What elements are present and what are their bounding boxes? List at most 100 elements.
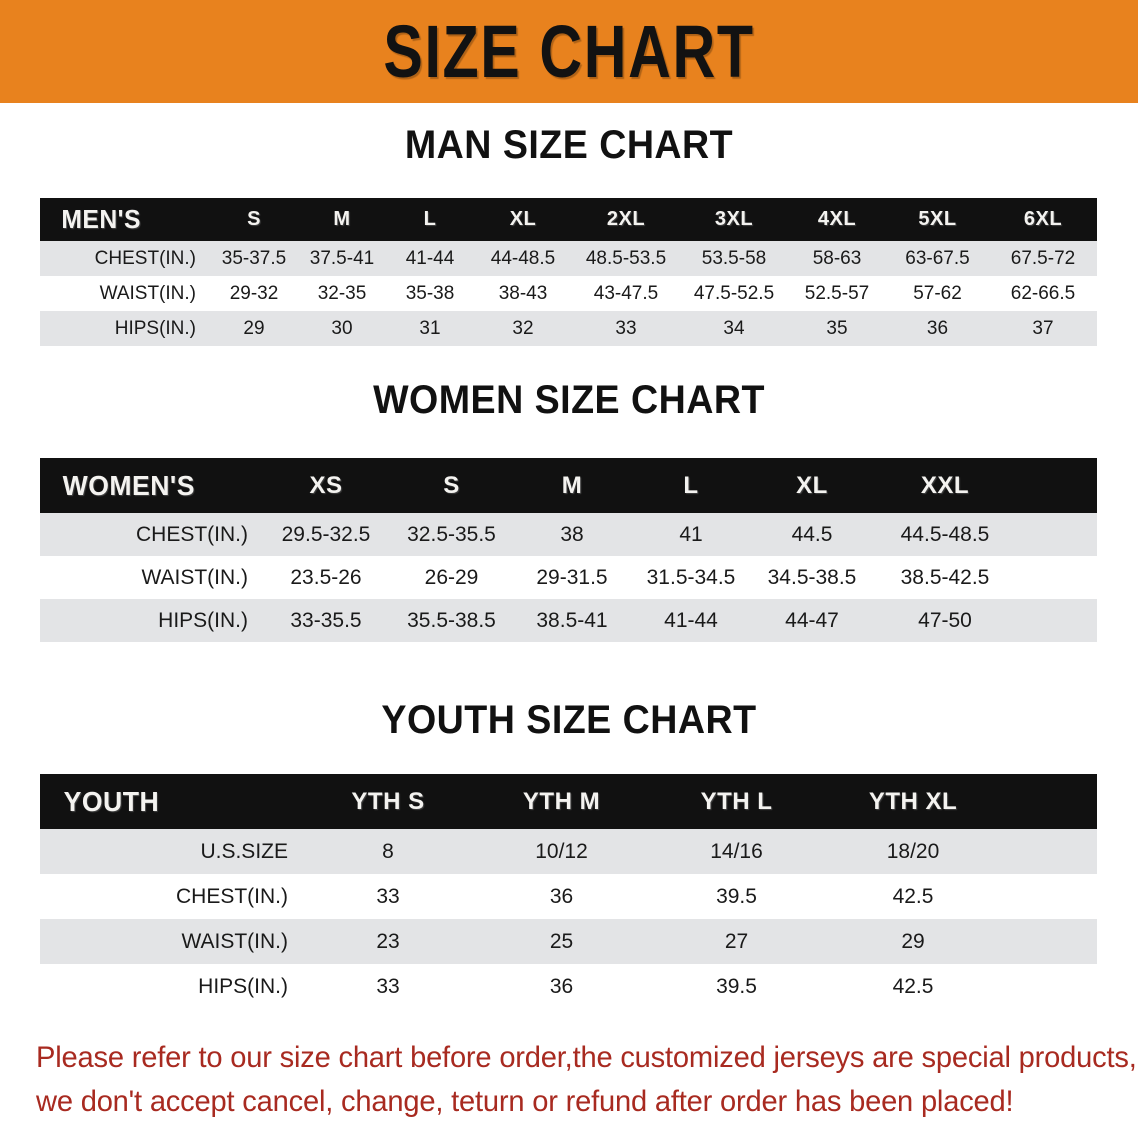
youth-ussize-label: U.S.SIZE <box>200 839 288 863</box>
youth-corner-label: YOUTH <box>63 785 160 817</box>
women-waist-spacer <box>1017 556 1097 599</box>
men-hips-2xl: 33 <box>615 317 637 339</box>
men-hips-6xl: 37 <box>1032 317 1054 339</box>
women-waist-m: 29-31.5 <box>536 565 608 589</box>
youth-waist-label: WAIST(IN.) <box>181 929 288 953</box>
page-banner: SIZE CHART <box>0 0 1138 103</box>
women-chest-l: 41 <box>679 522 703 546</box>
men-chest-label: CHEST(IN.) <box>94 247 196 269</box>
men-waist-l: 35-38 <box>405 282 455 304</box>
men-waist-6xl: 62-66.5 <box>1010 282 1076 304</box>
men-corner-label: MEN'S <box>61 204 141 234</box>
men-waist-s: 29-32 <box>229 282 279 304</box>
men-chest-5xl: 63-67.5 <box>905 247 970 269</box>
table-row: HIPS(IN.) 29 30 31 32 33 34 35 36 37 <box>40 311 1097 346</box>
men-size-col-3xl: 3XL <box>714 208 754 230</box>
women-size-col-l: L <box>683 471 699 499</box>
men-chest-l: 41-44 <box>405 247 455 269</box>
women-hips-xl: 44-47 <box>785 608 839 632</box>
men-waist-2xl: 43-47.5 <box>593 282 659 304</box>
men-size-table: MEN'S S M L XL 2XL 3XL 4XL 5XL 6XL CHEST… <box>40 198 1097 346</box>
man-section-title: MAN SIZE CHART <box>404 123 734 167</box>
women-chest-s: 32.5-35.5 <box>407 522 496 546</box>
men-header-row: MEN'S S M L XL 2XL 3XL 4XL 5XL 6XL <box>40 198 1097 241</box>
table-row: WAIST(IN.) 29-32 32-35 35-38 38-43 43-47… <box>40 276 1097 311</box>
youth-waist-m: 25 <box>549 929 574 953</box>
youth-ussize-l: 14/16 <box>710 839 763 863</box>
youth-hips-s: 33 <box>376 974 400 998</box>
youth-chest-label: CHEST(IN.) <box>176 884 288 908</box>
youth-waist-xl: 29 <box>901 929 925 953</box>
women-hips-label: HIPS(IN.) <box>158 608 248 632</box>
youth-ussize-s: 8 <box>382 839 394 863</box>
youth-hips-label: HIPS(IN.) <box>198 974 288 998</box>
men-chest-xl: 44-48.5 <box>490 247 556 269</box>
men-waist-3xl: 47.5-52.5 <box>693 282 775 304</box>
disclaimer-line-2: we don't accept cancel, change, teturn o… <box>36 1085 1014 1118</box>
women-waist-l: 31.5-34.5 <box>646 565 736 589</box>
women-waist-s: 26-29 <box>424 565 479 589</box>
women-chest-m: 38 <box>560 522 584 546</box>
banner-title: SIZE CHART <box>383 9 755 93</box>
women-hips-s: 35.5-38.5 <box>407 608 496 632</box>
youth-ussize-m: 10/12 <box>535 839 588 863</box>
youth-size-col-s: YTH S <box>351 787 425 815</box>
women-waist-xxl: 38.5-42.5 <box>900 565 990 589</box>
men-waist-xl: 38-43 <box>498 282 548 304</box>
youth-ussize-xl: 18/20 <box>886 839 940 863</box>
men-size-col-m: M <box>333 208 351 230</box>
men-chest-s: 35-37.5 <box>221 247 287 269</box>
men-size-col-s: S <box>247 208 261 230</box>
youth-size-col-xl: YTH XL <box>868 787 958 815</box>
women-chest-xxl: 44.5-48.5 <box>900 522 990 546</box>
youth-waist-s: 23 <box>376 929 400 953</box>
youth-size-col-m: YTH M <box>522 787 601 815</box>
youth-size-table: YOUTH YTH S YTH M YTH L YTH XL U.S.SIZE … <box>40 774 1097 1009</box>
men-hips-m: 30 <box>331 317 353 339</box>
women-size-col-xxl: XXL <box>920 471 970 499</box>
men-waist-5xl: 57-62 <box>913 282 962 304</box>
men-hips-s: 29 <box>243 317 265 339</box>
men-size-col-xl: XL <box>509 208 537 230</box>
men-hips-3xl: 34 <box>723 317 745 339</box>
table-row: HIPS(IN.) 33 36 39.5 42.5 <box>40 964 1097 1009</box>
youth-ussize-spacer <box>1002 829 1097 874</box>
youth-chest-l: 39.5 <box>716 884 757 908</box>
youth-hips-xl: 42.5 <box>892 974 934 998</box>
women-size-col-m: M <box>561 471 583 499</box>
women-chest-xl: 44.5 <box>791 522 833 546</box>
youth-size-col-spacer <box>1002 774 1097 829</box>
men-size-col-l: L <box>423 208 437 230</box>
men-size-col-6xl: 6XL <box>1023 208 1063 230</box>
youth-chest-s: 33 <box>376 884 400 908</box>
men-waist-label: WAIST(IN.) <box>99 282 196 304</box>
women-waist-xs: 23.5-26 <box>290 565 362 589</box>
women-chest-xs: 29.5-32.5 <box>281 522 371 546</box>
youth-size-col-l: YTH L <box>700 787 773 815</box>
youth-hips-m: 36 <box>549 974 574 998</box>
men-hips-4xl: 35 <box>826 317 848 339</box>
table-row: CHEST(IN.) 29.5-32.5 32.5-35.5 38 41 44.… <box>40 513 1097 556</box>
men-chest-3xl: 53.5-58 <box>701 247 767 269</box>
youth-waist-l: 27 <box>724 929 749 953</box>
women-corner-label: WOMEN'S <box>62 469 195 501</box>
women-waist-label: WAIST(IN.) <box>141 565 248 589</box>
women-hips-xxl: 47-50 <box>918 608 972 632</box>
youth-hips-spacer <box>1002 964 1097 1009</box>
youth-hips-l: 39.5 <box>716 974 757 998</box>
women-hips-spacer <box>1017 599 1097 642</box>
men-chest-6xl: 67.5-72 <box>1010 247 1076 269</box>
women-size-col-s: S <box>443 471 460 499</box>
women-chest-spacer <box>1017 513 1097 556</box>
men-chest-m: 37.5-41 <box>309 247 375 269</box>
women-size-col-spacer <box>1017 458 1097 513</box>
men-size-col-4xl: 4XL <box>817 208 857 230</box>
women-hips-m: 38.5-41 <box>536 608 608 632</box>
women-size-col-xs: XS <box>309 471 343 499</box>
men-size-col-5xl: 5XL <box>918 208 957 230</box>
table-row: CHEST(IN.) 33 36 39.5 42.5 <box>40 874 1097 919</box>
women-section-title: WOMEN SIZE CHART <box>373 378 765 422</box>
youth-chest-xl: 42.5 <box>892 884 934 908</box>
table-row: WAIST(IN.) 23.5-26 26-29 29-31.5 31.5-34… <box>40 556 1097 599</box>
table-row: WAIST(IN.) 23 25 27 29 <box>40 919 1097 964</box>
